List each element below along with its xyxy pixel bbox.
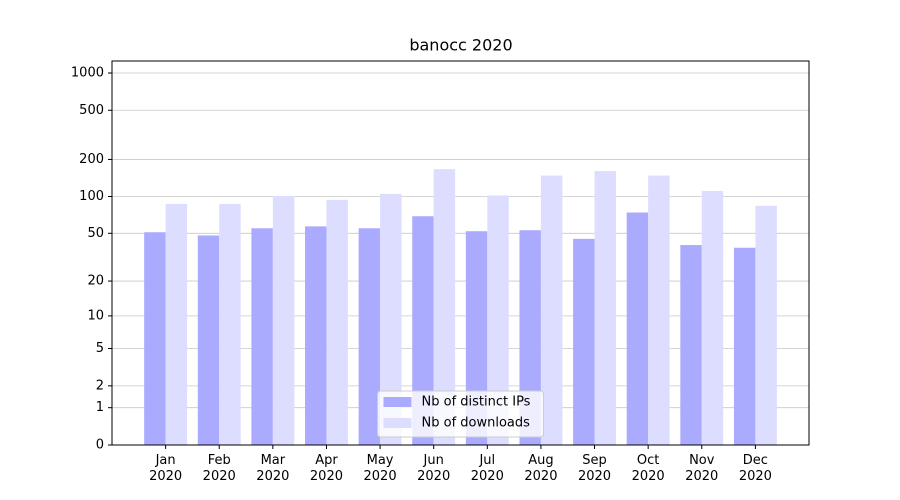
bar — [540, 175, 563, 445]
bar — [219, 203, 241, 445]
chart-title: banocc 2020 — [409, 36, 512, 55]
bar — [680, 245, 702, 445]
legend-label: Nb of distinct IPs — [422, 395, 531, 410]
bar — [251, 228, 273, 445]
legend-label: Nb of downloads — [422, 416, 531, 431]
legend-swatch — [383, 397, 412, 407]
legend-box — [377, 390, 544, 438]
bar — [648, 175, 670, 445]
x-tick-label: Feb 2020 — [202, 453, 236, 484]
y-tick-label: 100 — [79, 189, 104, 204]
bar — [305, 226, 327, 445]
bar — [701, 190, 724, 445]
y-tick-label: 2 — [96, 378, 104, 393]
y-tick-label: 0 — [96, 438, 104, 453]
legend-swatch — [383, 418, 412, 428]
legend: Nb of distinct IPs Nb of downloads — [377, 390, 544, 438]
x-tick-label: Oct 2020 — [631, 453, 665, 484]
y-tick-label: 20 — [87, 274, 104, 289]
y-tick-label: 10 — [87, 308, 104, 323]
bar — [272, 195, 295, 445]
bar — [197, 235, 220, 445]
bar — [412, 216, 434, 445]
y-tick-label: 50 — [87, 226, 104, 241]
bar — [358, 228, 381, 445]
bar — [573, 238, 595, 445]
x-tick-label: Dec 2020 — [738, 453, 772, 484]
y-tick-label: 5 — [96, 341, 104, 356]
x-tick-label: May 2020 — [363, 453, 397, 484]
y-tick-label: 1 — [96, 400, 104, 415]
x-tick-label: Jan 2020 — [149, 453, 183, 484]
bar — [380, 193, 402, 445]
bar — [433, 169, 456, 446]
bar — [326, 199, 348, 445]
x-tick-label: Nov 2020 — [685, 453, 719, 484]
bar — [626, 212, 649, 445]
y-tick-label: 500 — [79, 103, 104, 118]
y-tick-label: 1000 — [71, 66, 104, 81]
x-tick-label: Mar 2020 — [256, 453, 290, 484]
x-tick-label: Aug 2020 — [524, 453, 558, 484]
x-tick-label: Apr 2020 — [309, 453, 343, 484]
bar — [144, 232, 166, 445]
bar — [487, 195, 509, 445]
bar — [733, 247, 756, 445]
bar — [165, 203, 188, 445]
bar — [755, 205, 777, 445]
bar — [594, 171, 616, 446]
x-tick-label: Jul 2020 — [470, 453, 504, 484]
y-tick-label: 200 — [79, 152, 104, 167]
plot-frame — [111, 60, 810, 446]
x-tick-label: Jun 2020 — [417, 453, 451, 484]
x-tick-label: Sep 2020 — [577, 453, 612, 484]
